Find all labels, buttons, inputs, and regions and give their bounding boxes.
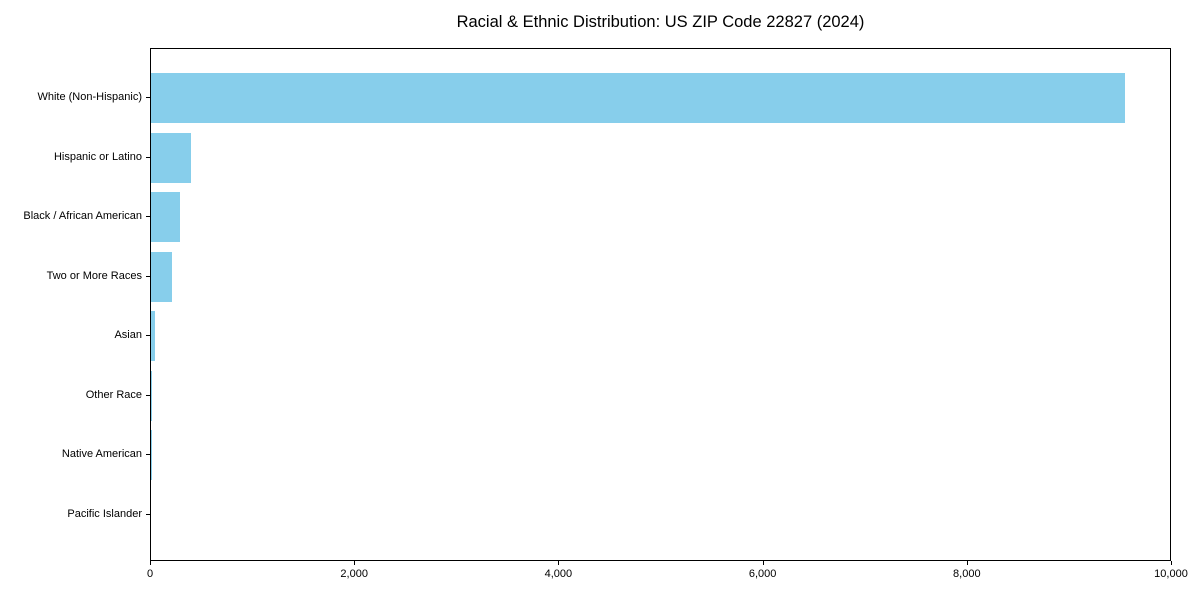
y-tick-label-white-non-hispanic: White (Non-Hispanic) <box>37 91 142 103</box>
x-tick-label-6-000: 6,000 <box>748 568 777 580</box>
y-tick-label-hispanic-or-latino: Hispanic or Latino <box>53 150 142 163</box>
y-tick-label-pacific-islander: Pacific Islander <box>67 507 142 520</box>
y-tick-mark <box>146 97 150 98</box>
x-tick-label-2-000: 2,000 <box>340 568 368 580</box>
y-tick-mark <box>146 454 150 456</box>
bar-other-race <box>151 370 152 421</box>
y-tick-mark <box>146 216 150 218</box>
bar-black-african-american <box>151 192 181 243</box>
plot-area <box>150 48 1171 561</box>
y-tick-mark <box>146 275 150 277</box>
y-tick-label-native-american: Native American <box>61 448 142 461</box>
chart-title: Racial & Ethnic Distribution: US ZIP Cod… <box>456 13 865 31</box>
x-tick-mark <box>354 561 356 565</box>
x-tick-mark <box>558 561 560 565</box>
x-tick-label-8-000: 8,000 <box>953 568 981 580</box>
x-tick-label-4-000: 4,000 <box>544 568 573 580</box>
x-tick-mark <box>966 561 968 565</box>
y-tick-label-other-race: Other Race <box>85 388 142 401</box>
x-tick-label-10-000: 10,000 <box>1154 568 1188 580</box>
bar-hispanic-or-latino <box>151 132 191 183</box>
x-tick-mark <box>762 561 764 565</box>
bar-white-non-hispanic <box>151 73 1126 123</box>
y-tick-mark <box>146 156 150 158</box>
x-tick-mark <box>1171 561 1172 565</box>
bar-two-or-more-races <box>151 251 172 302</box>
y-tick-label-asian: Asian <box>114 329 142 342</box>
y-tick-mark <box>146 394 150 396</box>
x-tick-mark <box>150 561 151 565</box>
y-tick-mark <box>146 335 150 337</box>
y-tick-label-two-or-more-races: Two or More Races <box>46 269 142 282</box>
bar-asian <box>151 311 155 362</box>
x-tick-label-0: 0 <box>146 568 154 580</box>
y-tick-label-black-african-american: Black / African American <box>23 210 142 223</box>
y-tick-mark <box>146 513 150 515</box>
